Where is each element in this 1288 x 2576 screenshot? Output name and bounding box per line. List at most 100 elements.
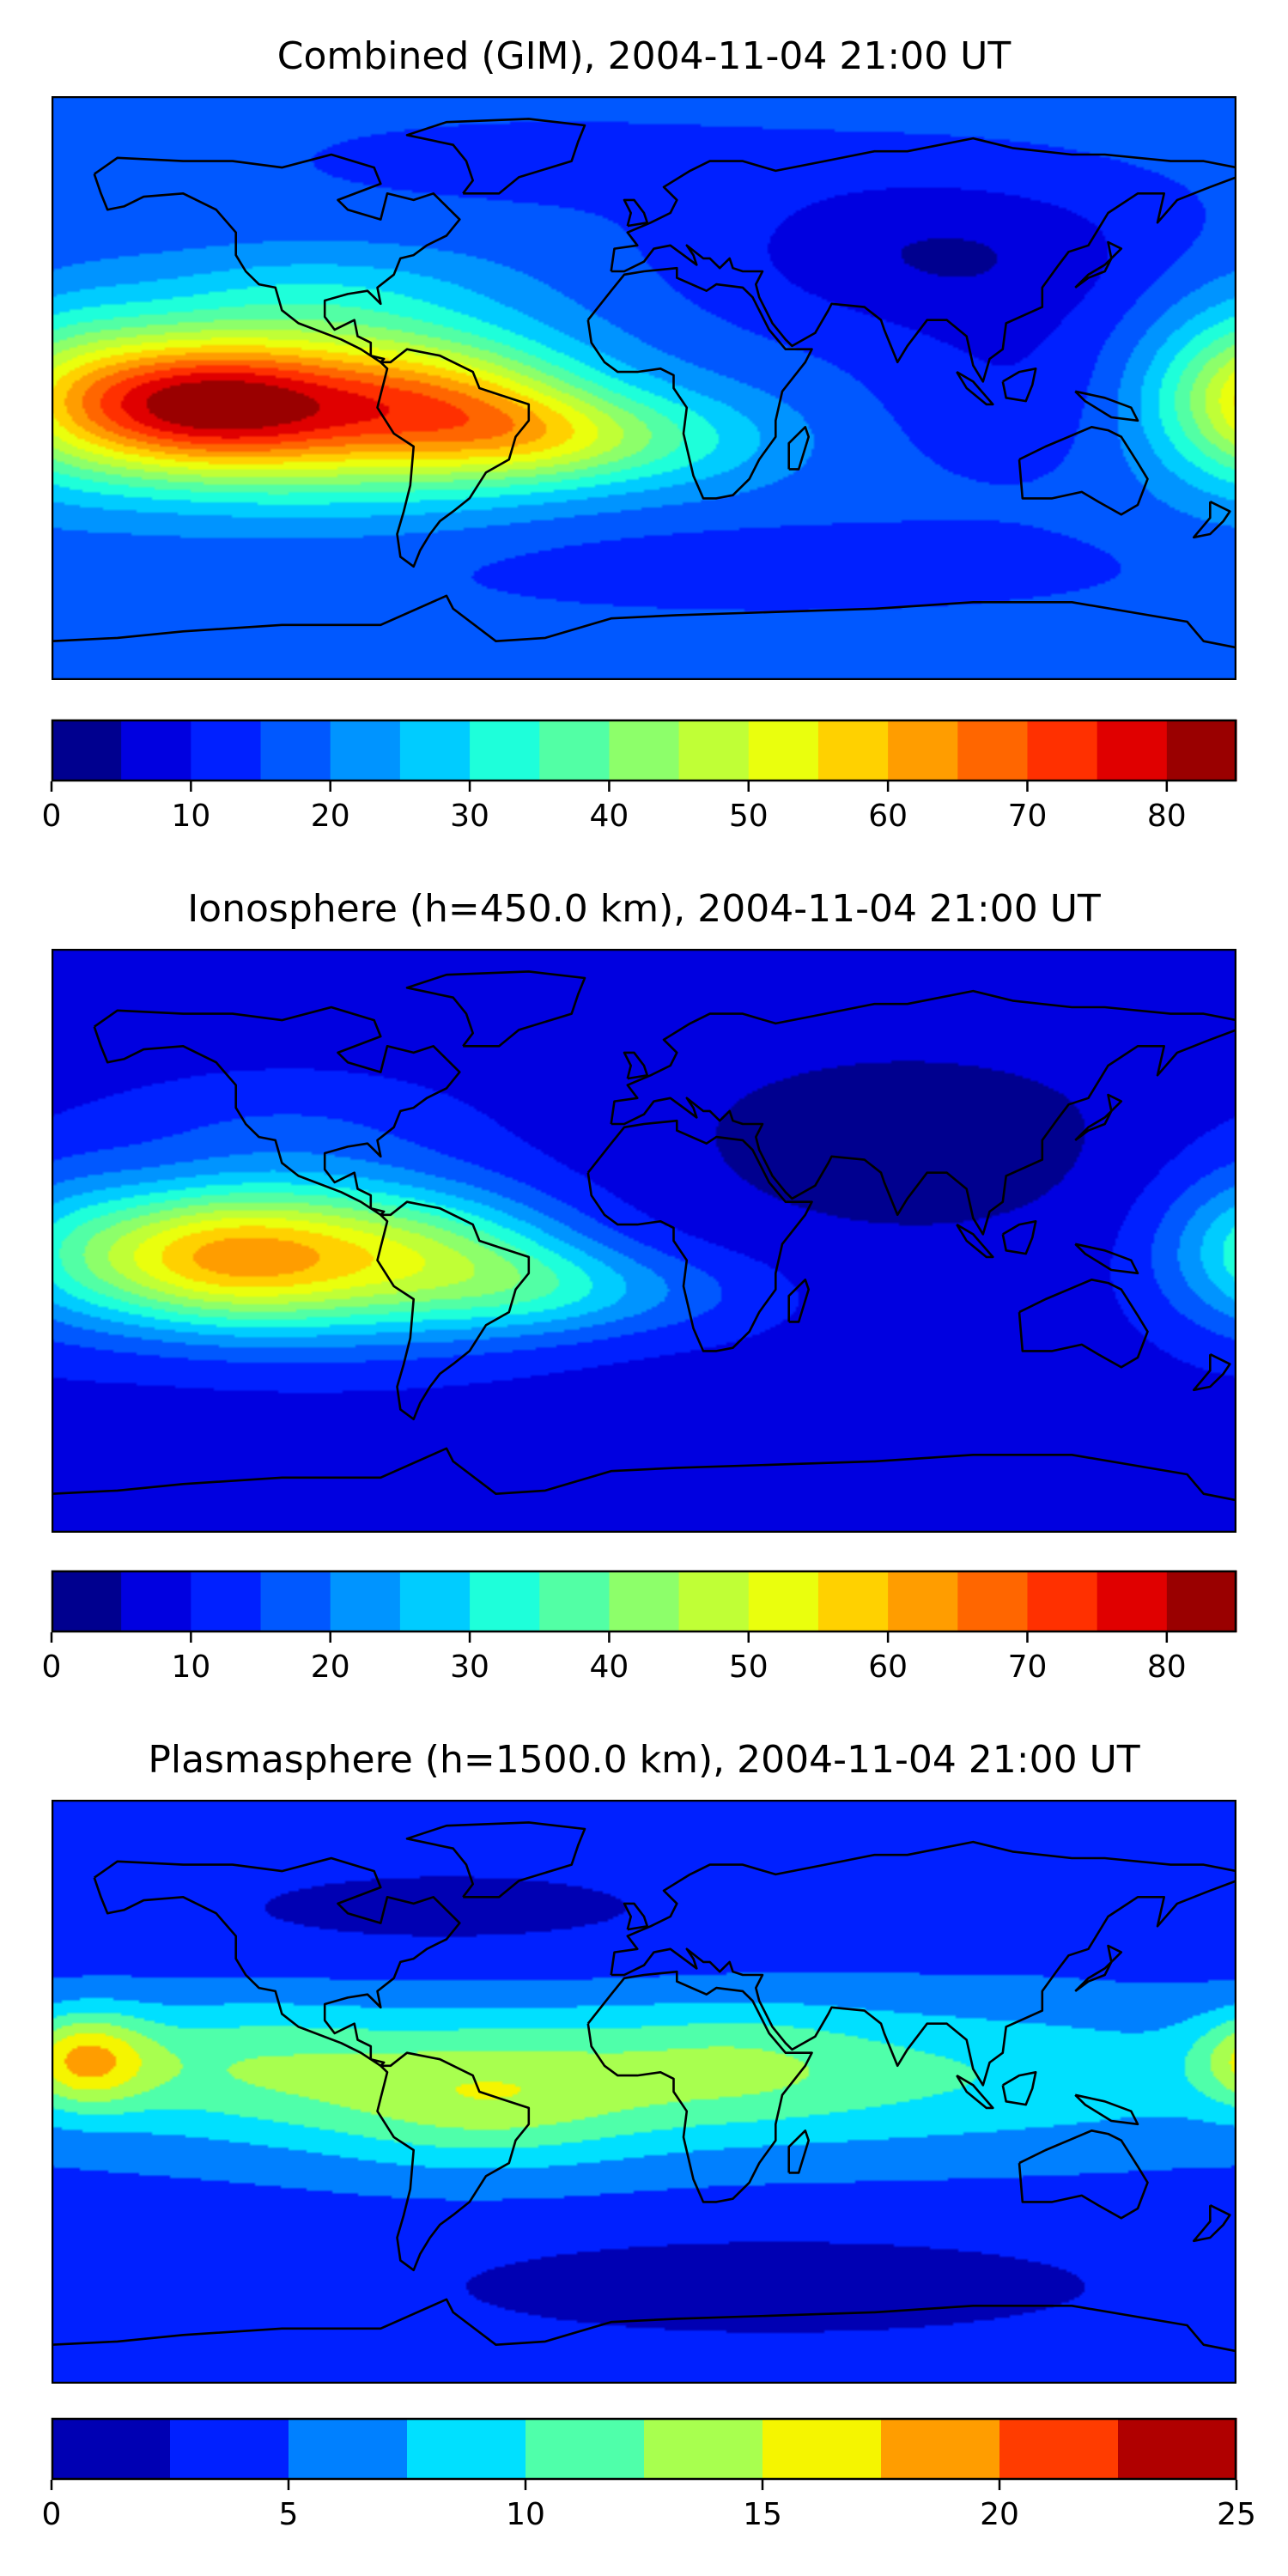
coastline-sumatra [956, 1223, 994, 1259]
colorbar-segment [609, 720, 680, 781]
colorbar-segment [330, 1571, 401, 1632]
colorbar-segment [1118, 2418, 1237, 2480]
colorbar-frame [51, 2417, 1237, 2481]
coastline-new-zealand [1192, 501, 1231, 539]
colorbar-tick-label: 50 [728, 1649, 769, 1685]
colorbar-segment [817, 1571, 889, 1632]
chart-title: Ionosphere (h=450.0 km), 2004-11-04 21:0… [187, 887, 1101, 931]
colorbar-segment [999, 2418, 1119, 2480]
coastline-africa [586, 1119, 813, 1352]
colorbar-tick-labels: 0 10 20 30 40 50 60 70 80 [42, 799, 1236, 841]
colorbar-tick-label: 10 [506, 2497, 545, 2532]
coastline-south-america [376, 1200, 531, 1421]
colorbar-segment [644, 2418, 763, 2480]
colorbar-segment [52, 720, 122, 781]
colorbar-segment [888, 720, 958, 781]
colorbar-frame [51, 1570, 1237, 1633]
coastline-uk [623, 198, 649, 228]
coastline-north-america [93, 153, 461, 364]
colorbar-segment [191, 1571, 262, 1632]
coastline-new-guinea [1074, 390, 1139, 422]
coastline-antarctica [52, 1447, 1236, 1514]
tec-field [52, 1800, 1236, 2384]
colorbar-segment [289, 2418, 408, 2480]
colorbar-segment [957, 1571, 1029, 1632]
coastline-borneo [1001, 2070, 1037, 2106]
map-frame [52, 1800, 1236, 2384]
coastline-japan [1074, 1944, 1123, 1992]
coastline-south-america [376, 348, 531, 568]
colorbar-segment [678, 720, 750, 781]
panel-ionosphere: Ionosphere (h=450.0 km), 2004-11-04 21:0… [41, 887, 1237, 1685]
coastline-antarctica [52, 594, 1236, 661]
colorbar-segment [1097, 1571, 1168, 1632]
coastline-antarctica [52, 2298, 1236, 2365]
colorbar-tick-label: 0 [41, 1649, 62, 1685]
coastline-new-guinea [1074, 1242, 1139, 1275]
colorbar-segment [678, 1571, 750, 1632]
colorbar-tick-label: 40 [589, 1649, 629, 1685]
colorbar-segment [121, 720, 191, 781]
coastline-africa [586, 1970, 813, 2203]
coastline-eurasia [610, 1840, 1236, 2087]
coastline-uk [623, 1051, 649, 1080]
colorbar-tick-label: 50 [728, 799, 769, 834]
coastline-new-guinea [1074, 2093, 1139, 2126]
coastline-greenland [405, 1821, 586, 1899]
colorbar-tick-label: 0 [41, 2497, 62, 2532]
colorbar-tick-label: 20 [310, 799, 350, 834]
coastline-eurasia [610, 989, 1236, 1236]
colorbar-tick-label: 10 [171, 1649, 211, 1685]
colorbar-segment [470, 720, 540, 781]
colorbar-segment [260, 720, 331, 781]
coastline-sumatra [956, 2074, 994, 2110]
colorbar [50, 1570, 1237, 1643]
colorbar-segment [260, 1571, 331, 1632]
tec-field [52, 949, 1236, 1533]
tec-map [52, 1800, 1236, 2384]
map-frame [52, 96, 1236, 680]
colorbar-segment [609, 1571, 680, 1632]
coastline-australia [1018, 2129, 1149, 2220]
colorbar-tick-label: 70 [1007, 1649, 1048, 1685]
colorbar [50, 2417, 1238, 2490]
colorbar-segment [1097, 720, 1168, 781]
colorbar-tick-label: 5 [278, 2497, 299, 2532]
colorbar-tick-label: 80 [1146, 1649, 1187, 1685]
colorbar-segment [52, 2418, 171, 2480]
colorbar-segment [121, 1571, 191, 1632]
map-frame [52, 949, 1236, 1533]
colorbar-segment [399, 1571, 471, 1632]
coastline-madagascar [787, 425, 811, 471]
coastline-north-america [93, 1005, 461, 1217]
coastline-greenland [405, 118, 586, 195]
coastline-south-america [376, 2051, 531, 2272]
colorbar-tick-label: 30 [450, 799, 489, 834]
coastlines [52, 970, 1236, 1514]
coastline-borneo [1001, 1219, 1037, 1255]
colorbar-frame [51, 719, 1237, 782]
coastline-uk [623, 1902, 649, 1931]
colorbar-segment [817, 720, 889, 781]
colorbar-segment [170, 2418, 289, 2480]
colorbar-segment [762, 2418, 882, 2480]
colorbar-segment [888, 1571, 958, 1632]
colorbar-segment [52, 1571, 122, 1632]
colorbar-segment [881, 2418, 1000, 2480]
colorbar-tick-label: 20 [980, 2497, 1019, 2532]
colorbar-segment [748, 720, 819, 781]
colorbar-segment [407, 2418, 526, 2480]
panel-combined: Combined (GIM), 2004-11-04 21:00 UT 0 10 2… [0, 0, 1288, 859]
colorbar-segment [1027, 720, 1098, 781]
tec-map [52, 949, 1236, 1533]
colorbar [50, 719, 1237, 792]
colorbar-tick-label: 80 [1146, 799, 1187, 834]
coastline-madagascar [787, 1278, 811, 1323]
coastline-africa [586, 266, 813, 500]
tec-map [52, 96, 1236, 680]
coastline-borneo [1001, 367, 1037, 403]
coastline-north-america [93, 1856, 461, 2068]
colorbar-tick-label: 0 [41, 799, 62, 834]
coastline-new-zealand [1192, 1353, 1231, 1392]
